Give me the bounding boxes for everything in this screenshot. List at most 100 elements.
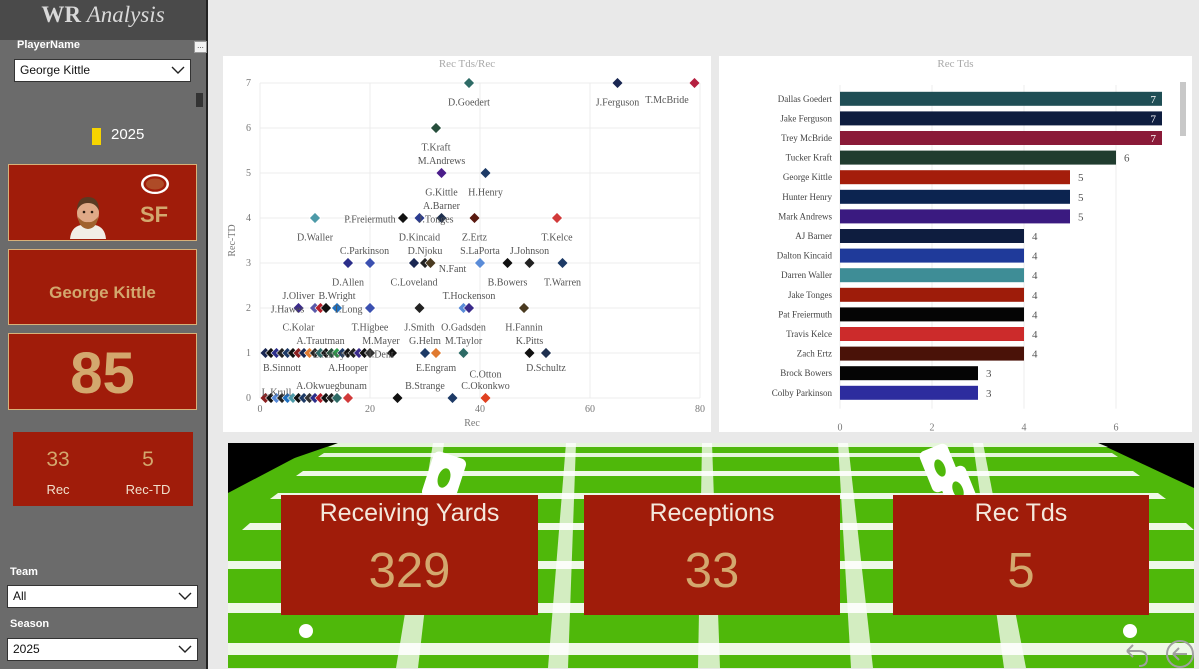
bar xyxy=(840,111,1162,126)
kpi-value: 329 xyxy=(368,544,451,598)
bar xyxy=(840,209,1070,224)
bar-category-label: Colby Parkinson xyxy=(772,388,833,398)
bar xyxy=(840,366,978,381)
back-arrow-icon[interactable] xyxy=(1165,639,1195,669)
team-slicer-label: Team xyxy=(10,566,38,578)
scatter-point xyxy=(435,167,448,179)
team-abbreviation: SF xyxy=(140,202,169,227)
bar-value-label: 5 xyxy=(1078,211,1084,223)
player-headshot xyxy=(70,197,106,239)
bar-value-label: 4 xyxy=(1032,309,1038,321)
scatter-x-tick-label: 60 xyxy=(585,404,595,415)
scatter-point-label: H.Henry xyxy=(468,187,503,198)
scatter-point xyxy=(430,347,442,359)
scatter-point xyxy=(463,77,475,89)
scatter-point xyxy=(419,347,431,359)
scatter-point xyxy=(397,212,409,224)
scatter-y-tick-label: 6 xyxy=(246,123,251,134)
bar-value-label: 3 xyxy=(986,388,992,400)
scatter-point xyxy=(435,212,448,224)
team-logo-icon xyxy=(141,174,169,194)
scatter-point-label: J.Hawes xyxy=(271,304,305,315)
undo-icon[interactable] xyxy=(1121,639,1151,669)
bar xyxy=(840,346,1024,361)
scatter-x-tick-label: 20 xyxy=(365,404,375,415)
bar-category-label: Dalton Kincaid xyxy=(777,251,833,261)
scatter-point xyxy=(474,257,486,269)
bar xyxy=(840,229,1024,243)
scatter-point-label: B.Bowers xyxy=(488,277,528,288)
scatter-point xyxy=(391,392,404,404)
team-dropdown[interactable]: All xyxy=(7,585,198,608)
scatter-point xyxy=(611,77,624,89)
scatter-point xyxy=(364,302,376,314)
scatter-point xyxy=(446,392,459,404)
scatter-point-label: M.Mayer xyxy=(362,336,400,347)
bar-category-label: Dallas Goedert xyxy=(778,94,833,104)
scatter-y-tick-label: 7 xyxy=(246,78,251,89)
bar xyxy=(840,248,1024,263)
bar-category-label: Trey McBride xyxy=(781,133,832,143)
scatter-point xyxy=(523,347,536,359)
scatter-point xyxy=(468,212,481,224)
bar-category-label: Mark Andrews xyxy=(778,211,832,221)
scatter-point-label: D.Goedert xyxy=(448,97,490,108)
bar-value-label: 7 xyxy=(1151,133,1157,145)
scatter-point-label: Z.Ertz xyxy=(462,232,488,243)
bar-category-label: Hunter Henry xyxy=(782,192,832,202)
scatter-point xyxy=(424,257,437,269)
bar-chart-scrollbar[interactable] xyxy=(1180,82,1186,136)
scatter-point xyxy=(518,302,530,314)
scatter-point xyxy=(556,257,569,269)
scatter-point xyxy=(413,302,426,314)
bar-category-label: AJ Barner xyxy=(795,231,832,241)
scatter-annotations: D.Goedert J.Ferguson T.McBride T.Kraft M.And… xyxy=(262,95,690,399)
scatter-point-label: K.Pitts xyxy=(516,336,544,347)
bar xyxy=(840,170,1070,185)
bar-category-label: Darren Waller xyxy=(781,270,832,280)
player-dropdown[interactable]: George Kittle xyxy=(14,59,191,82)
scatter-point-label: C.Loveland xyxy=(391,277,438,288)
scatter-point-label: M.Andrews xyxy=(418,156,466,167)
scatter-point-label: L.Krull xyxy=(262,388,292,399)
bar-category-label: Travis Kelce xyxy=(786,329,832,339)
scatter-point-label: E.Arroyo xyxy=(313,349,351,360)
player-slicer-label: PlayerName xyxy=(17,39,80,51)
slicer-scrollbar[interactable] xyxy=(196,93,203,107)
season-dropdown[interactable]: 2025 xyxy=(7,638,198,661)
scatter-point xyxy=(292,302,305,314)
scatter-point-label: D.Kincaid xyxy=(399,232,440,243)
bar-x-tick-label: 0 xyxy=(838,423,843,432)
bar-value-label: 6 xyxy=(1124,153,1130,165)
season-slicer-label: Season xyxy=(10,618,50,630)
bar-value-label: 4 xyxy=(1032,251,1038,263)
scatter-point-label: N.Fant xyxy=(439,264,467,275)
bar xyxy=(840,287,1024,302)
scatter-point-label: T.McBride xyxy=(645,95,689,106)
sidebar: WR Analysis PlayerName ... George Kittle… xyxy=(0,0,208,669)
chevron-down-icon xyxy=(178,645,192,653)
bar-value-label: 4 xyxy=(1032,290,1038,302)
bar xyxy=(840,91,1162,106)
bar-value-label: 4 xyxy=(1032,231,1038,243)
scatter-point xyxy=(342,257,354,269)
scatter-points xyxy=(260,77,701,404)
scatter-chart: 0 20 40 60 80 0 1 2 3 4 5 6 7 Rec Rec-TD D.Goedert J.Fer… xyxy=(227,77,705,429)
scatter-point xyxy=(463,302,475,314)
scatter-point-label: C.Parkinson xyxy=(340,246,389,257)
scatter-point-label: T.Higbee xyxy=(352,322,389,333)
scatter-point-label: E.Engram xyxy=(416,363,456,374)
scatter-point xyxy=(331,302,343,314)
bar xyxy=(840,385,978,400)
bar-category-label: Brock Bowers xyxy=(780,368,832,378)
more-options-button[interactable]: ... xyxy=(194,41,207,53)
scatter-point-label: M.Taylor xyxy=(445,336,483,347)
player-dropdown-value: George Kittle xyxy=(20,63,91,77)
scatter-point-label: J.Johnson xyxy=(510,246,549,257)
scatter-point-label: H.Fannin xyxy=(505,322,543,333)
bar-chart-panel: Rec Tds 0 2 4 6 Dallas Goedert 7 Jake Ferguson… xyxy=(719,56,1192,432)
scatter-y-tick-label: 1 xyxy=(246,348,251,359)
bar xyxy=(840,307,1024,322)
bar-category-label: Jake Ferguson xyxy=(780,113,832,123)
